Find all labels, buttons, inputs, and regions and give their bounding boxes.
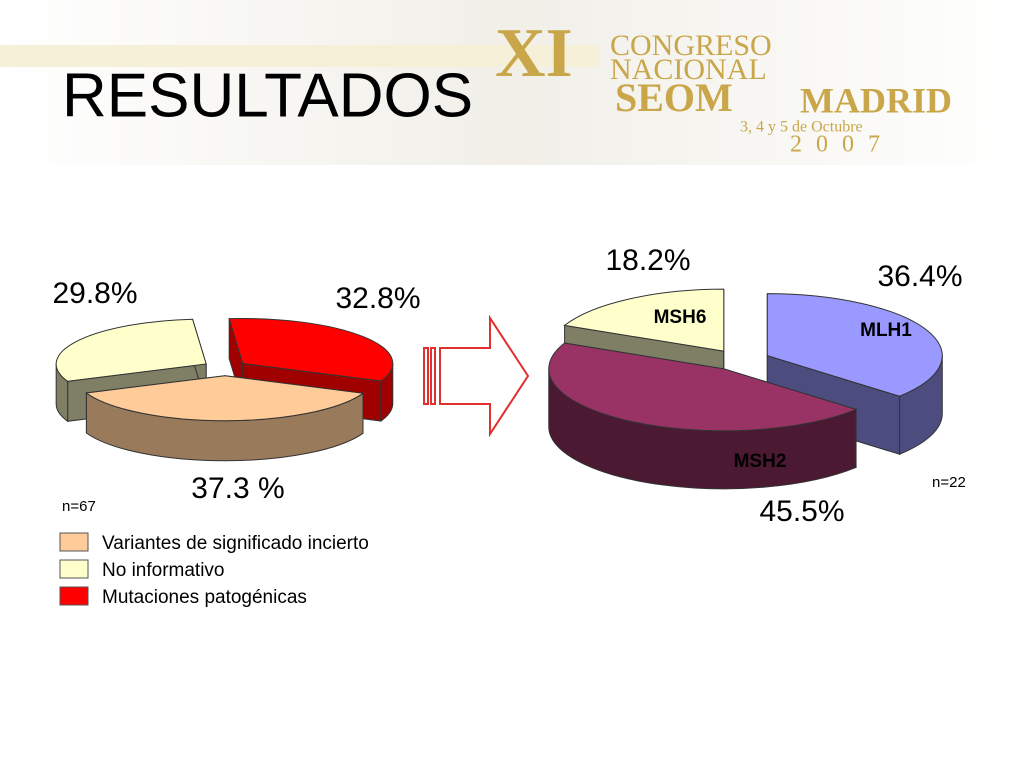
legend-swatch [59,532,89,552]
arrow [423,314,530,438]
logo-line1: CONGRESO [610,29,772,62]
pie-slice [563,288,725,352]
logo-city: MADRID [800,80,952,120]
pie-chart: 37.3 % 29.8% 32.8% n=67 Variantes de signifi… [52,277,420,608]
logo-roman: XI [495,15,573,92]
slice-label: MSH6 [654,307,707,328]
legend-swatch [59,586,89,606]
legend-label: No informativo [102,560,225,581]
pie-slice [228,317,394,382]
value-label: 45.5% [759,495,844,528]
value-label: 37.3 % [191,472,284,505]
value-label: 36.4% [877,260,962,293]
header-band [0,0,1024,165]
pie-slice [55,318,207,382]
pie-slice [85,375,365,422]
pie-chart: 36.4% MLH1 45.5% MSH2 18.2% MSH6 n=22 [548,244,966,528]
slide-title: RESULTADOS [62,61,473,130]
logo-dates: 3, 4 y 5 de Octubre [740,119,863,136]
logo-line2: NACIONAL [610,53,767,86]
legend-label: Mutaciones patogénicas [102,587,307,608]
legend-label: Variantes de significado incierto [102,533,369,554]
legend-swatch [59,559,89,579]
value-label: 32.8% [335,282,420,315]
slice-label: MSH2 [734,451,787,472]
header-stripe [0,45,600,67]
logo-society: SEOM [615,75,733,120]
value-label: 18.2% [605,244,690,277]
pie-slice [548,342,858,432]
sample-size: n=22 [932,474,966,491]
logo-year: 2007 [790,132,894,158]
pie-slice [766,293,943,397]
slice-label: MLH1 [860,320,912,341]
sample-size: n=67 [62,498,96,515]
value-label: 29.8% [52,277,137,310]
